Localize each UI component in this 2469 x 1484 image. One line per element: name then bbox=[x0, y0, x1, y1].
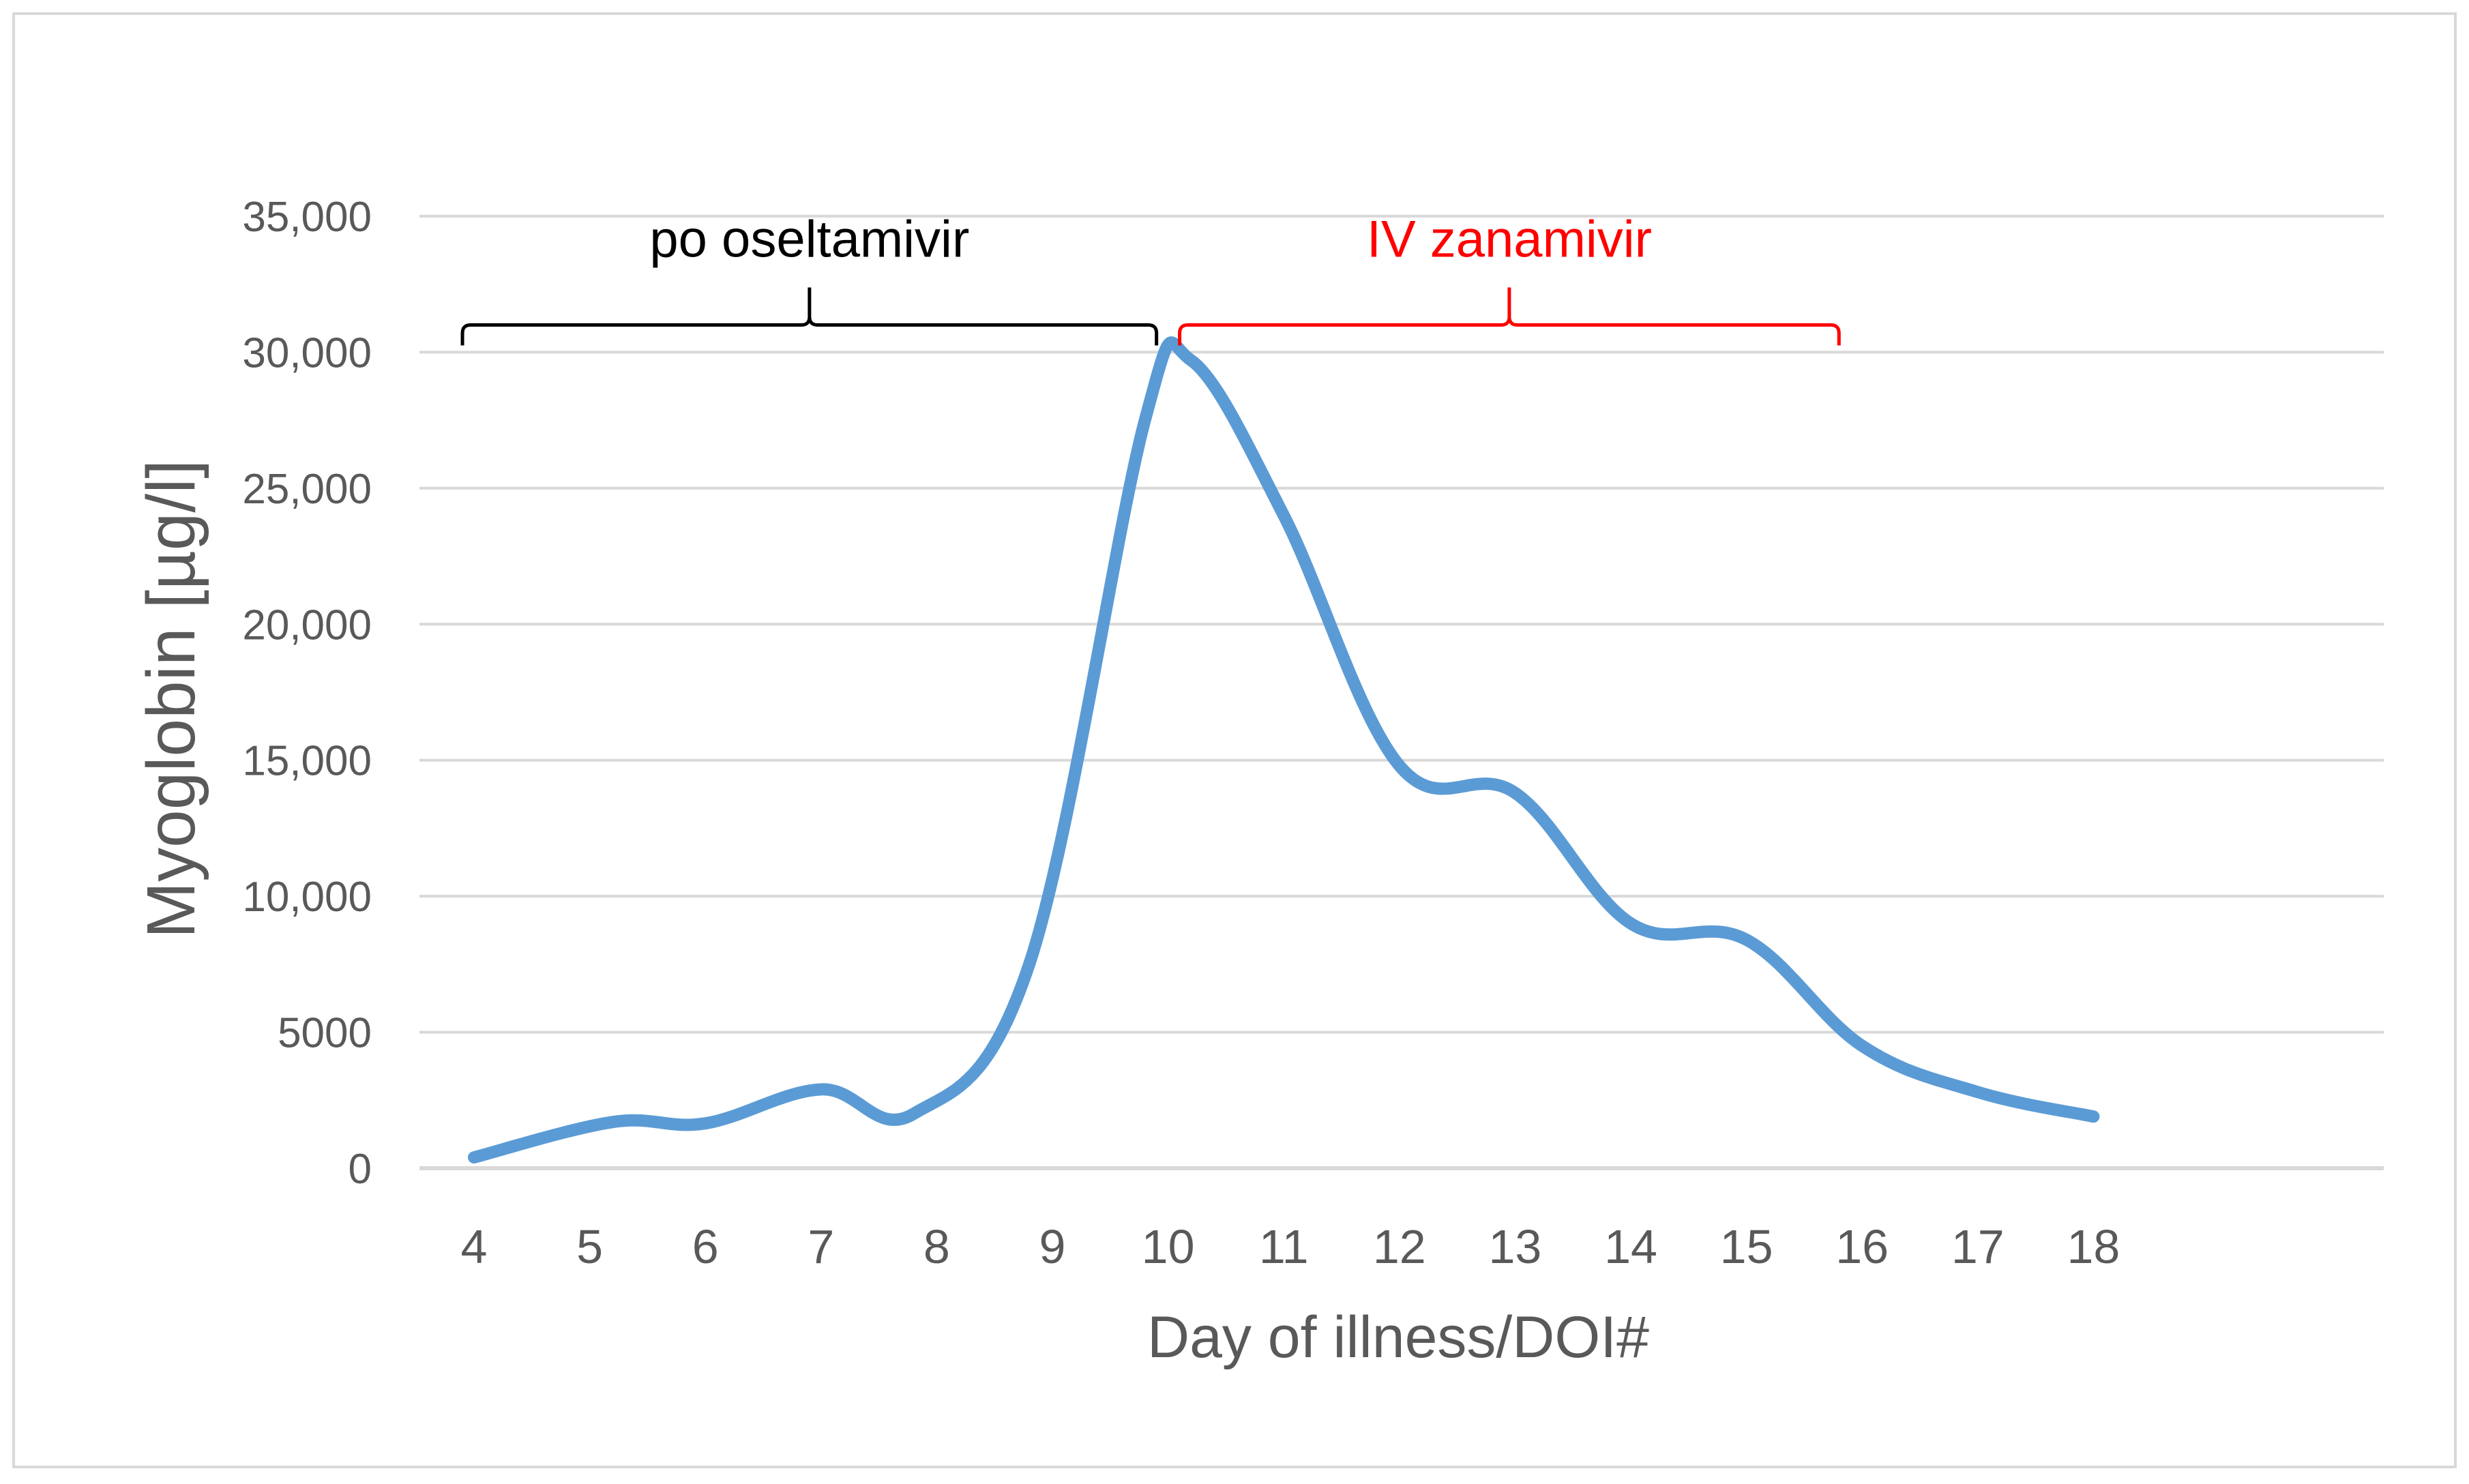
series-layer bbox=[468, 336, 2100, 1164]
x-tick-label: 13 bbox=[1488, 1220, 1541, 1273]
y-tick-label: 0 bbox=[349, 1146, 372, 1193]
x-tick-label: 9 bbox=[1039, 1220, 1066, 1273]
x-axis-ticks: 4 5 6 7 8 9 10 11 12 13 14 15 16 17 18 bbox=[461, 1220, 2120, 1273]
x-tick-label: 7 bbox=[808, 1220, 834, 1273]
annotations: po oseltamivir IV zanamivir bbox=[460, 211, 1841, 346]
gridlines bbox=[419, 215, 2384, 1170]
y-tick-label: 35,000 bbox=[242, 194, 372, 241]
annotation-label: po oseltamivir bbox=[649, 211, 969, 269]
x-tick-label: 4 bbox=[461, 1220, 488, 1273]
x-tick-label: 8 bbox=[923, 1220, 950, 1273]
annotation-brace bbox=[1178, 287, 1841, 346]
y-axis-title: Myoglobin [µg/l] bbox=[133, 460, 209, 938]
chart-border bbox=[12, 12, 2457, 1468]
y-tick-label: 10,000 bbox=[242, 874, 372, 921]
x-tick-label: 10 bbox=[1142, 1220, 1195, 1273]
x-tick-label: 15 bbox=[1720, 1220, 1773, 1273]
x-tick-label: 5 bbox=[576, 1220, 603, 1273]
series-line bbox=[468, 336, 2100, 1164]
x-axis-title: Day of illness/DOI# bbox=[1147, 1305, 1649, 1370]
annotation-brace bbox=[460, 287, 1159, 346]
x-tick-label: 14 bbox=[1604, 1220, 1657, 1273]
x-tick-label: 18 bbox=[2067, 1220, 2120, 1273]
x-tick-label: 17 bbox=[1951, 1220, 2005, 1273]
x-tick-label: 16 bbox=[1835, 1220, 1889, 1273]
y-tick-label: 15,000 bbox=[242, 738, 372, 785]
annotation-label: IV zanamivir bbox=[1367, 211, 1652, 269]
y-tick-label: 25,000 bbox=[242, 466, 372, 513]
y-tick-label: 5000 bbox=[278, 1010, 372, 1057]
x-tick-label: 12 bbox=[1373, 1220, 1426, 1273]
y-tick-label: 30,000 bbox=[242, 329, 372, 376]
y-axis-ticks: 0 5000 10,000 15,000 20,000 25,000 30,000 35,00… bbox=[242, 194, 372, 1193]
x-tick-label: 11 bbox=[1259, 1220, 1309, 1273]
x-tick-label: 6 bbox=[692, 1220, 719, 1273]
y-tick-label: 20,000 bbox=[242, 602, 372, 649]
